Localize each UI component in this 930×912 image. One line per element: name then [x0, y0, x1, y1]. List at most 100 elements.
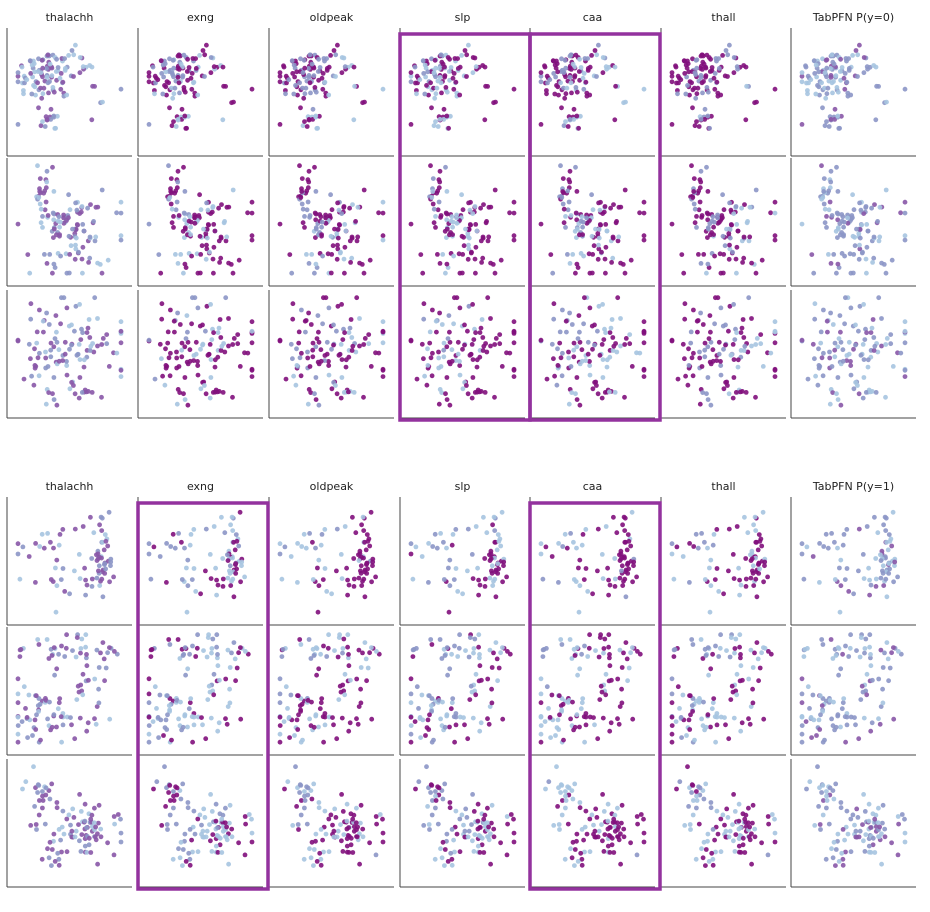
scatter-point [455, 56, 460, 61]
scatter-point [799, 700, 805, 706]
scatter-point [493, 99, 498, 105]
scatter-point [204, 303, 210, 309]
scatter-point [470, 55, 476, 60]
scatter-point [462, 828, 468, 834]
scatter-point [549, 692, 555, 698]
scatter-point [211, 671, 217, 677]
scatter-point [584, 215, 589, 221]
scatter-point [64, 305, 70, 311]
scatter-point [77, 715, 83, 721]
scatter-point [822, 737, 827, 743]
scatter-point [626, 566, 631, 572]
scatter-point [577, 557, 583, 563]
scatter-point [435, 188, 441, 194]
scatter-point [44, 261, 50, 266]
scatter-point [862, 809, 868, 814]
scatter-panel [6, 497, 132, 626]
scatter-point [442, 653, 448, 658]
scatter-point [324, 56, 329, 61]
scatter-point [334, 328, 339, 334]
scatter-point [181, 164, 186, 170]
scatter-point [765, 814, 771, 819]
scatter-point [870, 677, 875, 683]
scatter-point [862, 337, 868, 342]
scatter-point [33, 541, 38, 546]
scatter-point [41, 545, 47, 551]
scatter-point [191, 808, 197, 814]
scatter-point [424, 83, 429, 88]
scatter-point [40, 798, 46, 803]
scatter-point [544, 684, 550, 690]
scatter-point [867, 577, 872, 583]
scatter-point [902, 237, 908, 243]
scatter-point [73, 227, 79, 232]
scatter-point [300, 737, 305, 743]
scatter-point [838, 583, 844, 589]
scatter-point [39, 856, 45, 862]
scatter-point [237, 364, 243, 369]
scatter-point [227, 700, 233, 706]
scatter-point [354, 238, 360, 244]
scatter-point [686, 717, 692, 723]
scatter-point [857, 42, 862, 48]
scatter-point [37, 307, 42, 313]
scatter-point [178, 252, 184, 257]
scatter-point [710, 827, 716, 832]
scatter-point [738, 652, 743, 657]
scatter-point [766, 649, 771, 654]
scatter-point [461, 715, 466, 720]
scatter-point [697, 785, 703, 791]
scatter-point [51, 397, 57, 402]
scatter-point [605, 843, 611, 849]
scatter-point [108, 559, 114, 565]
scatter-panel [399, 759, 525, 888]
scatter-point [686, 804, 691, 809]
scatter-point [601, 646, 607, 651]
scatter-point [444, 261, 450, 267]
scatter-point [56, 862, 62, 868]
scatter-point [799, 541, 805, 547]
scatter-point [574, 226, 580, 232]
scatter-point [98, 826, 104, 832]
scatter-point [883, 394, 888, 400]
scatter-point [511, 210, 517, 216]
scatter-point [103, 566, 108, 572]
scatter-point [341, 832, 347, 837]
scatter-point [118, 199, 124, 205]
scatter-point [669, 723, 675, 728]
scatter-point [700, 390, 706, 395]
scatter-point [698, 117, 704, 122]
scatter-point [558, 703, 564, 708]
scatter-point [466, 42, 471, 48]
scatter-point [308, 855, 314, 861]
scatter-point [308, 656, 314, 661]
scatter-point [581, 71, 587, 76]
scatter-point [463, 226, 468, 232]
scatter-point [427, 712, 432, 718]
scatter-point [641, 210, 647, 216]
scatter-point [726, 568, 731, 574]
scatter-point [380, 328, 386, 334]
scatter-point [146, 73, 152, 79]
scatter-point [799, 676, 805, 682]
scatter-point [315, 69, 321, 74]
scatter-point [594, 815, 600, 820]
scatter-point [641, 367, 647, 373]
scatter-point [864, 244, 870, 250]
scatter-point [681, 58, 687, 64]
scatter-point [68, 715, 73, 720]
scatter-point [685, 83, 690, 88]
scatter-point [146, 337, 152, 343]
scatter-point [57, 232, 62, 238]
scatter-point [419, 554, 425, 559]
scatter-point [447, 329, 452, 335]
scatter-point [185, 666, 191, 672]
scatter-point [286, 715, 292, 720]
scatter-point [234, 566, 240, 572]
scatter-point [711, 219, 717, 225]
scatter-point [15, 79, 21, 85]
scatter-point [830, 855, 836, 861]
scatter-point [89, 556, 95, 561]
scatter-point [437, 310, 442, 316]
scatter-point [200, 322, 205, 328]
